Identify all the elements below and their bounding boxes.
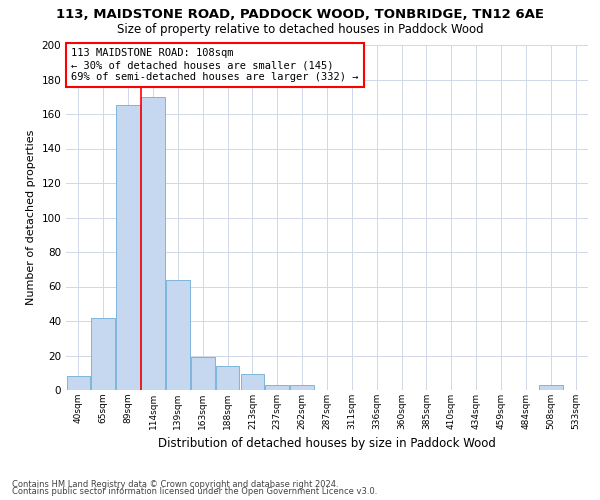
X-axis label: Distribution of detached houses by size in Paddock Wood: Distribution of detached houses by size …: [158, 438, 496, 450]
Bar: [166, 280, 190, 390]
Bar: [241, 374, 264, 390]
Bar: [116, 106, 140, 390]
Bar: [141, 97, 165, 390]
Bar: [191, 357, 215, 390]
Y-axis label: Number of detached properties: Number of detached properties: [26, 130, 36, 305]
Bar: [67, 376, 90, 390]
Text: Size of property relative to detached houses in Paddock Wood: Size of property relative to detached ho…: [116, 22, 484, 36]
Text: Contains public sector information licensed under the Open Government Licence v3: Contains public sector information licen…: [12, 487, 377, 496]
Text: 113 MAIDSTONE ROAD: 108sqm
← 30% of detached houses are smaller (145)
69% of sem: 113 MAIDSTONE ROAD: 108sqm ← 30% of deta…: [71, 48, 359, 82]
Bar: [539, 385, 563, 390]
Bar: [91, 318, 115, 390]
Bar: [265, 385, 289, 390]
Text: Contains HM Land Registry data © Crown copyright and database right 2024.: Contains HM Land Registry data © Crown c…: [12, 480, 338, 489]
Bar: [290, 385, 314, 390]
Text: 113, MAIDSTONE ROAD, PADDOCK WOOD, TONBRIDGE, TN12 6AE: 113, MAIDSTONE ROAD, PADDOCK WOOD, TONBR…: [56, 8, 544, 20]
Bar: [216, 366, 239, 390]
